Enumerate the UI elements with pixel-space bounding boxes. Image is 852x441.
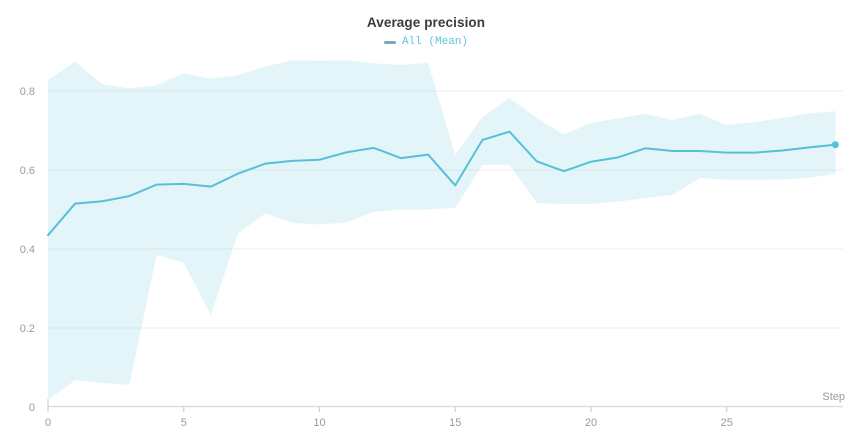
legend[interactable]: All (Mean) xyxy=(0,36,852,48)
legend-label: All (Mean) xyxy=(401,36,468,48)
mean-line xyxy=(47,130,837,237)
y-tick-label: 0.2 xyxy=(20,323,35,335)
y-tick-label: 0.8 xyxy=(20,86,35,98)
last-point-marker xyxy=(831,141,839,149)
y-tick-label: 0.4 xyxy=(20,244,35,256)
x-tick-label: 15 xyxy=(449,417,461,429)
y-tick-label: 0 xyxy=(29,402,35,414)
x-tick-label: 5 xyxy=(181,417,187,429)
confidence-band xyxy=(48,60,836,400)
x-tick-label: 0 xyxy=(45,417,51,429)
chart-title: Average precision xyxy=(366,15,486,30)
y-tick-label: 0.6 xyxy=(20,165,35,177)
legend-line-icon xyxy=(383,40,396,44)
x-axis-title: Step xyxy=(822,391,845,403)
x-tick-label: 25 xyxy=(721,417,733,429)
x-tick-label: 10 xyxy=(313,417,325,429)
x-tick-label: 20 xyxy=(585,417,597,429)
